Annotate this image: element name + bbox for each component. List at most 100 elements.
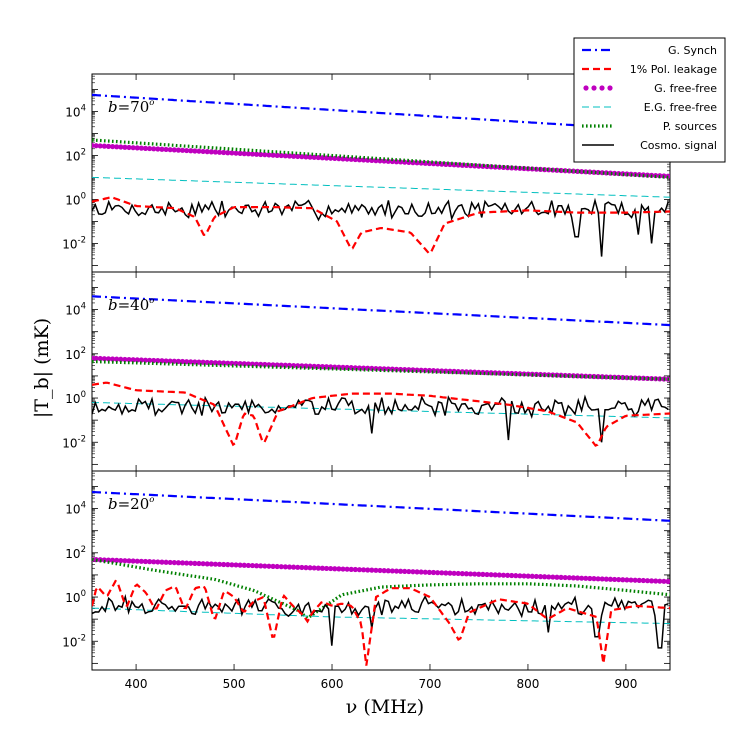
y-tick-label: 100 bbox=[65, 589, 86, 605]
g-free-free-point bbox=[253, 563, 260, 569]
g-free-free-point bbox=[105, 557, 112, 563]
g-free-free-point bbox=[426, 569, 432, 575]
legend-swatch bbox=[591, 85, 597, 91]
legend-item: G. free-free bbox=[583, 82, 717, 95]
g-free-free-point bbox=[163, 559, 169, 565]
g-free-free-point bbox=[504, 572, 511, 578]
g-free-free-point bbox=[114, 557, 120, 563]
g-free-free-point bbox=[286, 153, 293, 159]
g-free-free-point bbox=[546, 574, 552, 580]
g-free-free-point bbox=[488, 572, 494, 578]
g-free-free-point bbox=[109, 356, 116, 362]
g-free-free-point bbox=[105, 143, 112, 149]
g-free-free-point bbox=[122, 356, 128, 363]
g-free-free-point bbox=[591, 576, 597, 582]
g-free-free-point bbox=[245, 562, 251, 569]
g-free-free-point bbox=[93, 355, 99, 361]
g-free-free-point bbox=[262, 152, 268, 158]
legend-item: P. sources bbox=[582, 120, 717, 133]
g-free-free-point bbox=[509, 572, 515, 579]
g-free-free-point bbox=[340, 566, 346, 572]
g-free-free-point bbox=[381, 158, 387, 164]
g-free-free-point bbox=[151, 357, 157, 364]
g-free-free-point bbox=[114, 356, 120, 362]
g-free-free-point bbox=[529, 573, 535, 579]
series-cosmo-signal bbox=[92, 197, 669, 257]
g-free-free-point bbox=[607, 576, 614, 582]
series-g-free-free bbox=[92, 142, 670, 179]
g-free-free-point bbox=[114, 144, 120, 150]
g-free-free-point bbox=[184, 147, 190, 154]
g-free-free-point bbox=[381, 366, 387, 372]
series-e-g-free-free bbox=[92, 402, 670, 419]
g-free-free-point bbox=[435, 570, 441, 576]
g-free-free-point bbox=[513, 573, 519, 579]
g-free-free-point bbox=[126, 356, 132, 363]
g-free-free-point bbox=[439, 570, 445, 576]
g-free-free-point bbox=[167, 559, 173, 566]
legend-item: G. Synch bbox=[582, 44, 717, 57]
g-free-free-point bbox=[270, 152, 276, 158]
g-free-free-point bbox=[237, 150, 243, 156]
g-free-free-point bbox=[533, 573, 539, 580]
g-free-free-point bbox=[225, 562, 231, 568]
g-free-free-point bbox=[122, 144, 128, 150]
g-free-free-point bbox=[648, 578, 655, 584]
g-free-free-point bbox=[130, 145, 136, 151]
g-free-free-point bbox=[241, 151, 247, 157]
g-free-free-point bbox=[583, 575, 589, 581]
g-free-free-point bbox=[644, 578, 651, 584]
g-free-free-point bbox=[352, 566, 358, 573]
g-free-free-point bbox=[484, 571, 490, 578]
g-free-free-point bbox=[360, 567, 367, 573]
g-free-free-point bbox=[101, 143, 107, 149]
g-free-free-point bbox=[599, 576, 605, 582]
g-free-free-point bbox=[241, 562, 247, 568]
g-free-free-point bbox=[253, 361, 260, 367]
g-free-free-point bbox=[476, 571, 482, 577]
g-free-free-point bbox=[262, 563, 268, 569]
g-free-free-point bbox=[295, 153, 301, 160]
legend-label: G. free-free bbox=[654, 82, 717, 95]
g-free-free-point bbox=[101, 557, 107, 563]
g-free-free-point bbox=[455, 570, 461, 577]
series-p-sources bbox=[92, 138, 670, 179]
g-free-free-point bbox=[208, 561, 214, 567]
g-free-free-point bbox=[369, 157, 375, 164]
x-tick-label: 700 bbox=[419, 677, 442, 691]
g-free-free-point bbox=[245, 151, 251, 157]
g-free-free-point bbox=[467, 571, 474, 577]
legend-label: 1% Pol. leakage bbox=[630, 63, 717, 76]
g-free-free-point bbox=[611, 576, 618, 583]
g-free-free-point bbox=[500, 572, 507, 578]
g-free-free-point bbox=[216, 149, 223, 155]
g-free-free-point bbox=[307, 565, 313, 571]
g-free-free-point bbox=[204, 149, 210, 155]
g-free-free-point bbox=[616, 576, 622, 583]
g-free-free-point bbox=[447, 570, 453, 576]
g-free-free-point bbox=[303, 154, 309, 160]
legend-item: Cosmo. signal bbox=[582, 139, 717, 152]
g-free-free-point bbox=[233, 562, 239, 568]
g-free-free-point bbox=[319, 565, 326, 571]
g-free-free-point bbox=[188, 148, 194, 154]
g-free-free-point bbox=[126, 144, 132, 151]
g-free-free-point bbox=[579, 575, 585, 581]
g-free-free-point bbox=[430, 569, 437, 576]
g-free-free-point bbox=[628, 577, 634, 583]
g-free-free-point bbox=[521, 573, 527, 579]
g-free-free-point bbox=[311, 565, 317, 571]
legend-item: 1% Pol. leakage bbox=[582, 63, 717, 76]
series-g-free-free bbox=[92, 355, 670, 382]
g-free-free-point bbox=[348, 566, 354, 572]
g-free-free-point bbox=[344, 566, 350, 572]
y-tick-label: 104 bbox=[65, 501, 86, 517]
g-free-free-point bbox=[299, 564, 305, 571]
g-free-free-point bbox=[175, 560, 182, 566]
g-free-free-point bbox=[665, 578, 670, 585]
g-free-free-point bbox=[393, 568, 400, 574]
g-free-free-point bbox=[171, 559, 177, 566]
g-free-free-point bbox=[542, 574, 548, 580]
g-free-free-point bbox=[237, 562, 243, 568]
